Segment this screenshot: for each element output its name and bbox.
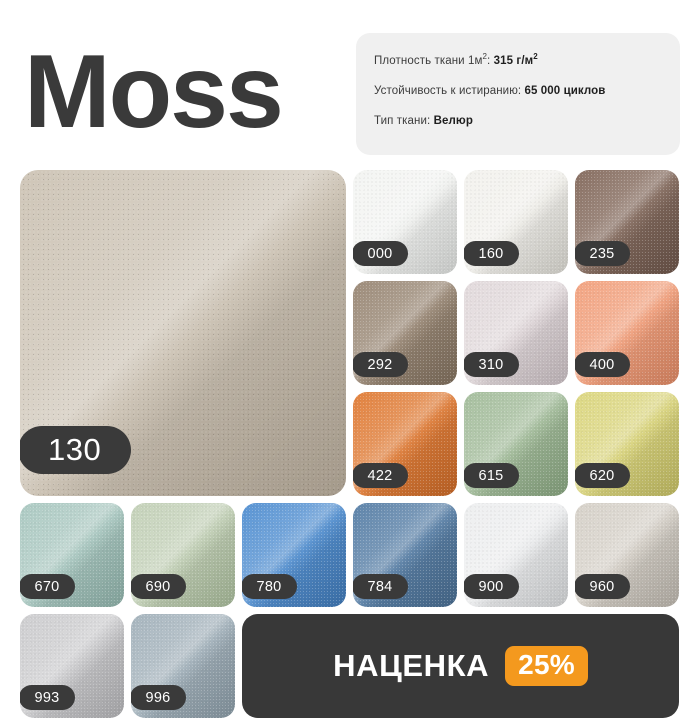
spec-label-density: Плотность ткани 1м2: xyxy=(374,52,491,67)
swatch-code-badge: 690 xyxy=(131,574,186,599)
color-swatch[interactable]: 993 xyxy=(20,614,124,718)
color-swatch[interactable]: 670 xyxy=(20,503,124,607)
superscript-two: 2 xyxy=(482,52,488,62)
color-swatch[interactable]: 960 xyxy=(575,503,679,607)
color-swatch[interactable]: 996 xyxy=(131,614,235,718)
swatch-code-badge: 000 xyxy=(353,241,408,266)
spec-value-type: Велюр xyxy=(433,115,473,127)
color-swatch[interactable]: 235 xyxy=(575,170,679,274)
spec-value-density: 315 г/м2 xyxy=(493,52,538,67)
color-swatch[interactable]: 900 xyxy=(464,503,568,607)
superscript-two: 2 xyxy=(533,52,538,62)
page-title: Moss xyxy=(24,34,284,150)
swatch-code-badge: 292 xyxy=(353,352,408,377)
swatch-code-badge: 996 xyxy=(131,685,186,710)
swatch-code-badge: 960 xyxy=(575,574,630,599)
swatch-code-badge: 670 xyxy=(20,574,75,599)
swatch-code-badge: 615 xyxy=(464,463,519,488)
color-swatch[interactable]: 615 xyxy=(464,392,568,496)
markup-banner[interactable]: НАЦЕНКА 25% xyxy=(242,614,679,718)
spec-row-density: Плотность ткани 1м2: 315 г/м2 xyxy=(374,52,662,68)
swatch-code-badge: 780 xyxy=(242,574,297,599)
color-swatch[interactable]: 292 xyxy=(353,281,457,385)
spec-label-abrasion: Устойчивость к истиранию: xyxy=(374,85,522,97)
swatch-code-badge: 784 xyxy=(353,574,408,599)
hero-swatch[interactable]: 130 xyxy=(20,170,346,496)
color-swatch[interactable]: 780 xyxy=(242,503,346,607)
color-swatch-grid: 130 000 160 235 292 310 400 422 615 620 670 690 780 7… xyxy=(20,170,680,718)
spec-label-type: Тип ткани: xyxy=(374,115,431,127)
color-swatch[interactable]: 310 xyxy=(464,281,568,385)
swatch-code-badge: 235 xyxy=(575,241,630,266)
swatch-code-badge: 160 xyxy=(464,241,519,266)
color-swatch[interactable]: 690 xyxy=(131,503,235,607)
swatch-code-badge: 130 xyxy=(20,426,132,474)
color-swatch[interactable]: 400 xyxy=(575,281,679,385)
color-swatch[interactable]: 160 xyxy=(464,170,568,274)
color-swatch[interactable]: 422 xyxy=(353,392,457,496)
color-swatch[interactable]: 620 xyxy=(575,392,679,496)
color-swatch[interactable]: 000 xyxy=(353,170,457,274)
specifications-panel: Плотность ткани 1м2: 315 г/м2 Устойчивос… xyxy=(356,33,680,155)
spec-row-type: Тип ткани: Велюр xyxy=(374,115,662,128)
markup-percent-badge: 25% xyxy=(505,646,588,686)
spec-value-abrasion: 65 000 циклов xyxy=(524,85,606,97)
swatch-code-badge: 900 xyxy=(464,574,519,599)
swatch-code-badge: 400 xyxy=(575,352,630,377)
spec-row-abrasion: Устойчивость к истиранию: 65 000 циклов xyxy=(374,85,662,98)
swatch-code-badge: 620 xyxy=(575,463,630,488)
color-swatch[interactable]: 784 xyxy=(353,503,457,607)
swatch-code-badge: 310 xyxy=(464,352,519,377)
markup-banner-label: НАЦЕНКА xyxy=(333,648,490,683)
page-header: Moss Плотность ткани 1м2: 315 г/м2 Устой… xyxy=(0,0,700,168)
swatch-code-badge: 993 xyxy=(20,685,75,710)
swatch-code-badge: 422 xyxy=(353,463,408,488)
